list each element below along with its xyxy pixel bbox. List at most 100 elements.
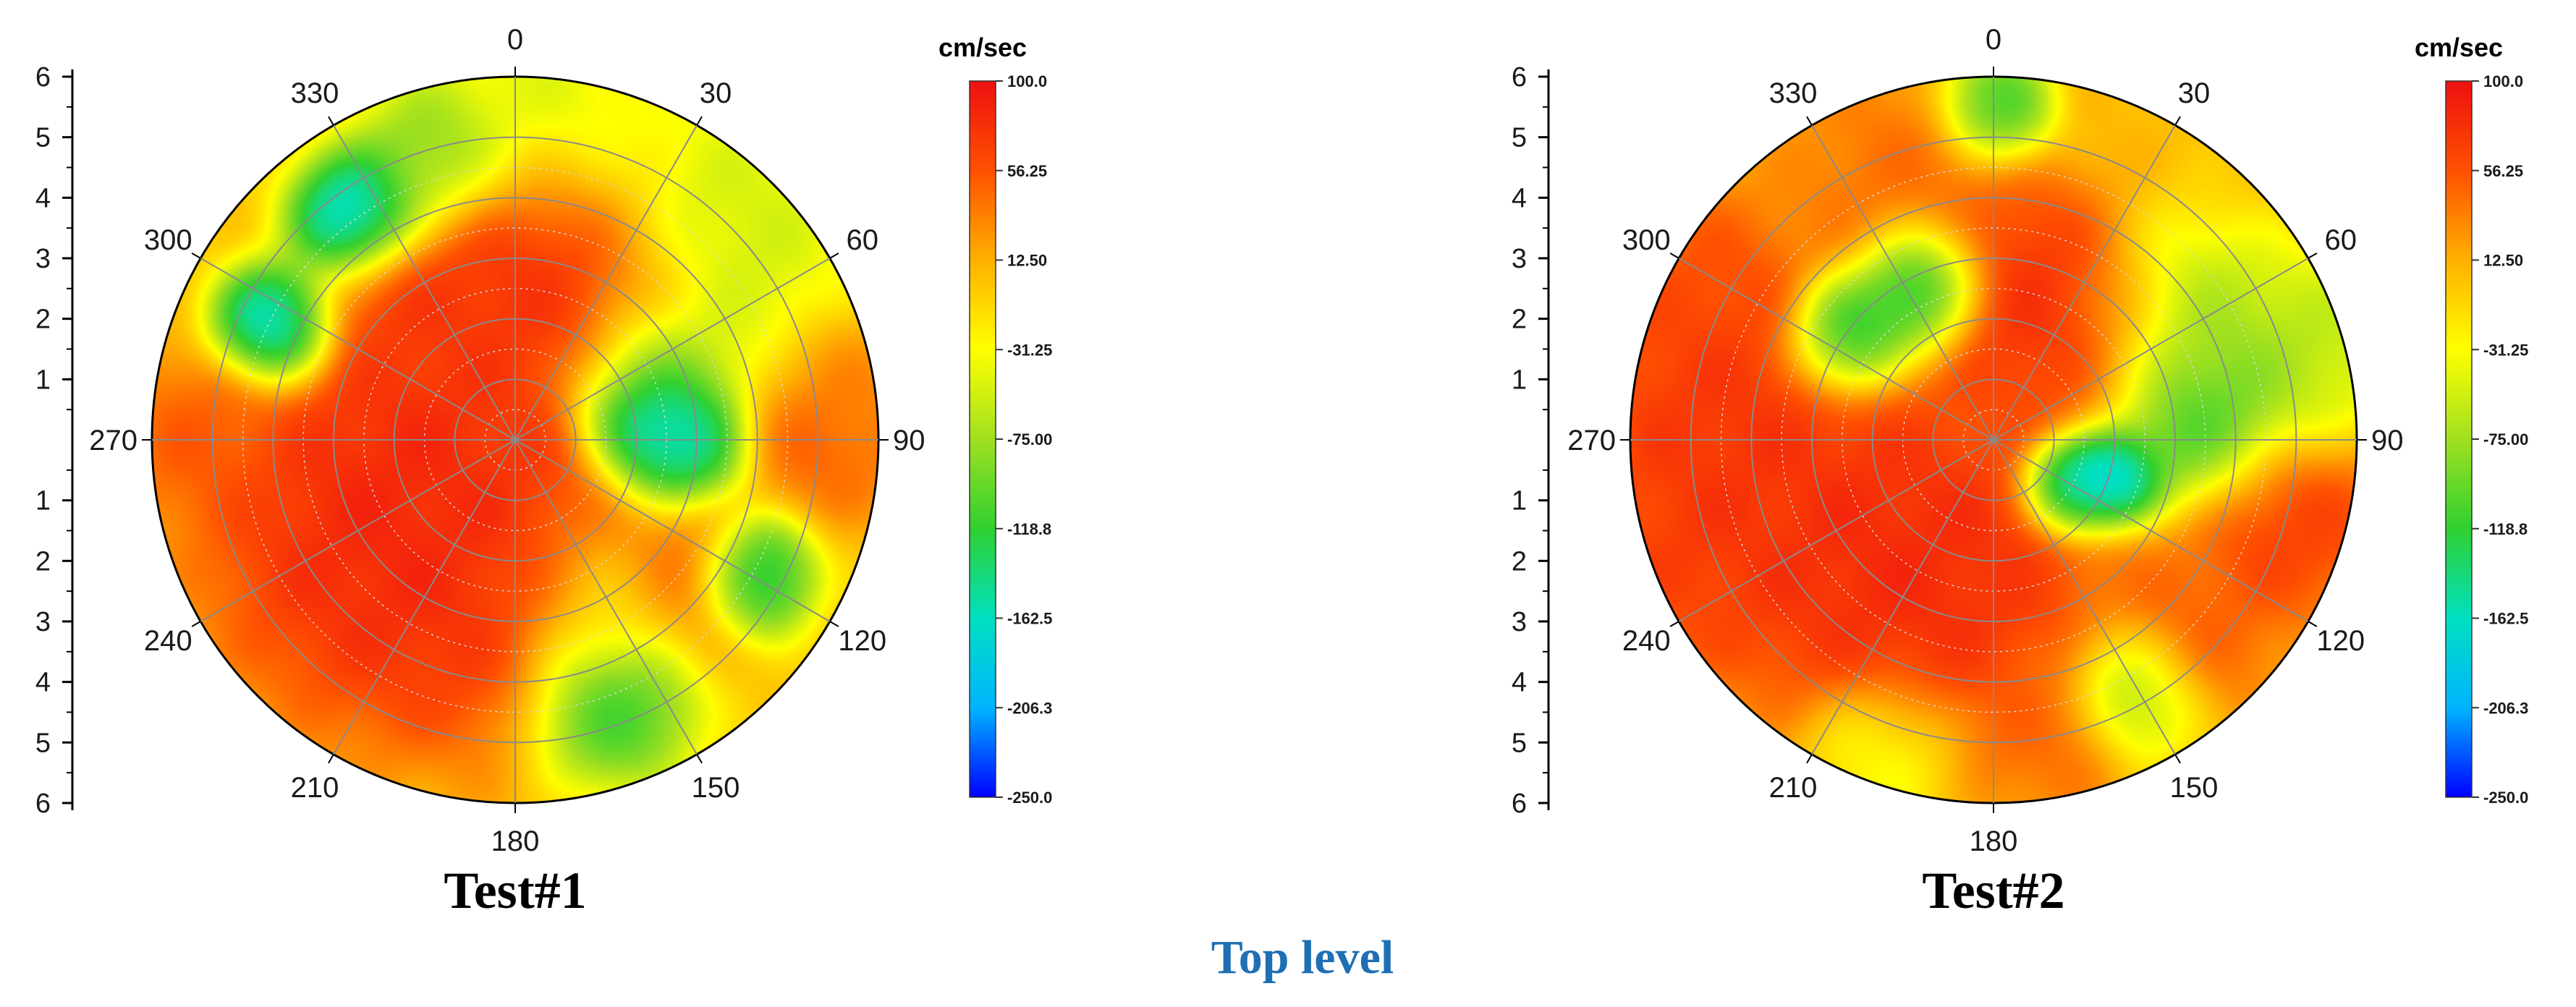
colorbar-title: cm/sec bbox=[939, 33, 1027, 62]
grid-spoke bbox=[1678, 439, 1994, 622]
plot-title-test2: Test#2 bbox=[1922, 862, 2064, 919]
grid-spoke bbox=[1993, 258, 2309, 441]
colorbar-tick-label: 100.0 bbox=[1007, 72, 1047, 90]
angle-labels: 0 30 60 90 120 150 180 210 240 270 300 330 bbox=[1567, 24, 2403, 857]
angle-label: 150 bbox=[692, 772, 740, 804]
colorbar-tick-label: -118.8 bbox=[2483, 520, 2528, 538]
grid-spoke bbox=[514, 439, 698, 755]
radial-label: 5 bbox=[1512, 123, 1527, 153]
angle-label: 90 bbox=[2371, 425, 2404, 456]
figure-caption: Top level bbox=[1211, 931, 1394, 984]
grid-spoke bbox=[1993, 439, 2176, 755]
radial-axis: 6 5 4 3 2 1 1 2 3 4 5 6 bbox=[35, 62, 74, 819]
angle-label: 180 bbox=[491, 825, 540, 857]
plot-title-test1: Test#1 bbox=[444, 862, 586, 919]
grid-spoke bbox=[200, 439, 516, 622]
radial-label: 4 bbox=[35, 183, 51, 213]
colorbar-tick-label: -75.00 bbox=[1007, 430, 1052, 449]
radial-label: 6 bbox=[1512, 789, 1527, 819]
radial-label: 3 bbox=[35, 244, 51, 274]
angle-label: 60 bbox=[847, 224, 879, 256]
radial-label: 3 bbox=[1512, 607, 1527, 637]
angle-label: 210 bbox=[291, 772, 339, 804]
angle-tick bbox=[328, 754, 334, 764]
colorbar-tick-label: 12.50 bbox=[1007, 252, 1047, 270]
colorbar-title: cm/sec bbox=[2415, 33, 2503, 62]
radial-label: 6 bbox=[1512, 62, 1527, 93]
angle-label: 60 bbox=[2325, 224, 2357, 256]
radial-label: 5 bbox=[1512, 728, 1527, 758]
radial-label: 2 bbox=[1512, 546, 1527, 577]
colorbar-tick-label: 56.25 bbox=[2483, 162, 2523, 180]
colorbar-tick-label: 100.0 bbox=[2483, 72, 2523, 90]
radial-label: 6 bbox=[35, 62, 51, 93]
angle-tick bbox=[696, 754, 703, 764]
polar-grid bbox=[1620, 67, 2367, 813]
angle-label: 210 bbox=[1769, 772, 1818, 804]
angle-label: 240 bbox=[1622, 625, 1671, 657]
angle-label: 120 bbox=[838, 625, 886, 657]
polar-grid bbox=[142, 67, 889, 813]
colorbar-tick-label: -75.00 bbox=[2483, 430, 2528, 449]
angle-label: 300 bbox=[144, 224, 192, 256]
angle-label: 270 bbox=[1567, 425, 1616, 456]
colorbar-tick-label: -31.25 bbox=[2483, 341, 2528, 359]
angle-tick bbox=[1806, 754, 1813, 764]
angle-tick bbox=[1806, 116, 1813, 126]
angle-label: 0 bbox=[1986, 24, 2001, 56]
radial-label: 5 bbox=[35, 123, 51, 153]
angle-label: 30 bbox=[700, 77, 732, 109]
angle-tick bbox=[829, 621, 839, 627]
grid-spoke bbox=[200, 258, 516, 441]
angle-label: 120 bbox=[2316, 625, 2365, 657]
grid-spoke bbox=[1811, 439, 1994, 755]
grid-spoke bbox=[1811, 124, 1994, 441]
radial-label: 2 bbox=[1512, 305, 1527, 335]
angle-label: 240 bbox=[144, 625, 192, 657]
radial-label: 1 bbox=[35, 486, 51, 517]
radial-label: 2 bbox=[35, 546, 51, 577]
colorbar-tick-label: 56.25 bbox=[1007, 162, 1047, 180]
angle-tick bbox=[1669, 252, 1679, 259]
radial-label: 5 bbox=[35, 728, 51, 758]
angle-tick bbox=[829, 252, 839, 259]
angle-label: 90 bbox=[893, 425, 925, 456]
angle-tick bbox=[2308, 621, 2318, 627]
angle-label: 30 bbox=[2178, 77, 2211, 109]
grid-spoke bbox=[333, 439, 516, 755]
grid-spoke bbox=[514, 439, 831, 622]
radial-label: 1 bbox=[1512, 486, 1527, 517]
angle-tick bbox=[2308, 252, 2318, 259]
radial-label: 3 bbox=[35, 607, 51, 637]
colorbar: cm/sec 100.0 56.25 12.50 -31.25 -75.00 -118.8… bbox=[2415, 33, 2528, 807]
colorbar-tick-label: -250.0 bbox=[2483, 789, 2528, 807]
angle-tick bbox=[191, 252, 201, 259]
angle-label: 300 bbox=[1622, 224, 1671, 256]
angle-tick bbox=[2174, 116, 2181, 126]
colorbar-tick-label: 12.50 bbox=[2483, 252, 2523, 270]
colorbar-tick-label: -162.5 bbox=[2483, 610, 2528, 628]
angle-tick bbox=[1669, 621, 1679, 627]
grid-spoke bbox=[1993, 439, 2309, 622]
colorbar-tick-label: -206.3 bbox=[1007, 699, 1052, 717]
angle-label: 150 bbox=[2170, 772, 2219, 804]
angle-tick bbox=[191, 621, 201, 627]
grid-spoke bbox=[1993, 124, 2176, 441]
grid-spoke bbox=[333, 124, 516, 441]
radial-label: 4 bbox=[1512, 668, 1527, 698]
angle-labels: 0 30 60 90 120 150 180 210 240 270 300 330 bbox=[89, 24, 925, 857]
colorbar-tick-label: -118.8 bbox=[1007, 520, 1051, 538]
angle-tick bbox=[696, 116, 703, 126]
radial-label: 3 bbox=[1512, 244, 1527, 274]
colorbar-gradient bbox=[2445, 80, 2473, 798]
colorbar-tick-label: -206.3 bbox=[2483, 699, 2528, 717]
grid-spoke bbox=[1678, 258, 1994, 441]
colorbar-tick-label: -162.5 bbox=[1007, 610, 1052, 628]
angle-label: 180 bbox=[1970, 825, 2018, 857]
angle-label: 330 bbox=[1769, 77, 1818, 109]
radial-label: 1 bbox=[1512, 365, 1527, 395]
radial-label: 2 bbox=[35, 305, 51, 335]
